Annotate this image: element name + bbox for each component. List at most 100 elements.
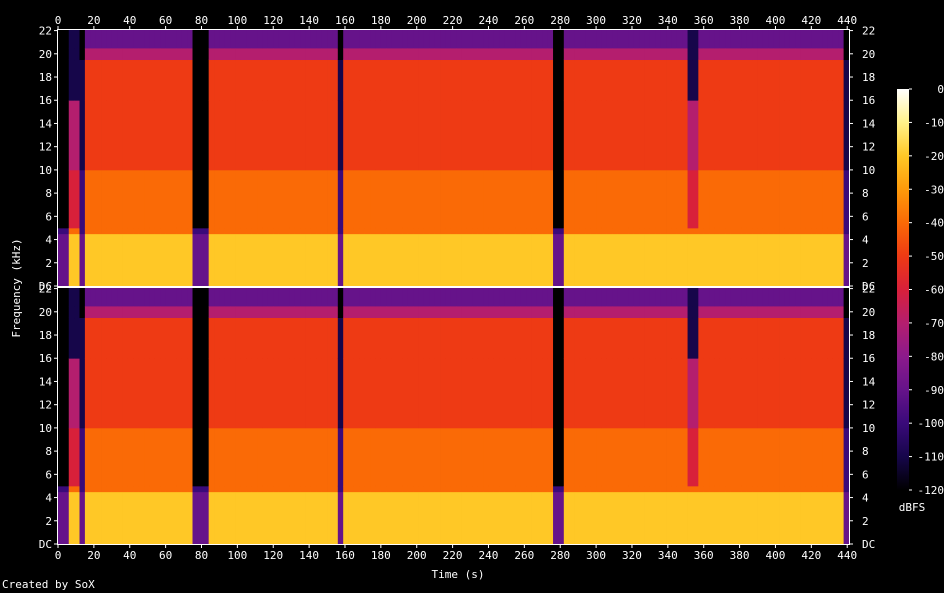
spectrogram-cell: [606, 306, 613, 319]
spectrogram-cell: [709, 485, 715, 493]
spectrogram-cell: [187, 233, 193, 287]
time-column: [79, 288, 86, 545]
x-tick-label: 420: [801, 14, 821, 27]
spectrogram-cell: [90, 169, 97, 229]
spectrogram-cell: [623, 491, 629, 545]
spectrogram-cell: [617, 317, 624, 359]
spectrogram-cell: [413, 427, 419, 487]
spectrogram-cell: [644, 30, 651, 49]
spectrogram-cell: [499, 48, 506, 61]
spectrogram-cell: [822, 485, 828, 493]
spectrogram-cell: [666, 59, 672, 101]
spectrogram-cell: [805, 227, 812, 235]
spectrogram-cell: [278, 48, 285, 61]
spectrogram-cell: [805, 169, 812, 229]
spectrogram-cell: [719, 485, 726, 493]
spectrogram-cell: [353, 48, 360, 61]
spectrogram-cell: [68, 427, 75, 487]
spectrogram-cell: [628, 59, 635, 101]
spectrogram-cell: [800, 317, 807, 359]
time-column: [795, 288, 801, 545]
spectrogram-cell: [800, 233, 807, 287]
spectrogram-cell: [558, 358, 565, 429]
spectrogram-cell: [843, 59, 850, 101]
spectrogram-cell: [612, 358, 619, 429]
spectrogram-cell: [284, 317, 290, 359]
spectrogram-cell: [488, 306, 495, 319]
spectrogram-cell: [488, 358, 495, 429]
time-column: [811, 288, 818, 545]
spectrogram-cell: [461, 491, 468, 545]
spectrogram-cell: [133, 358, 140, 429]
spectrogram-cell: [418, 30, 425, 49]
spectrogram-cell: [149, 485, 156, 493]
time-column: [154, 30, 161, 287]
spectrogram-cell: [58, 358, 64, 429]
spectrogram-cell: [666, 485, 672, 493]
spectrogram-cell: [466, 306, 473, 319]
spectrogram-cell: [816, 227, 823, 235]
spectrogram-cell: [397, 30, 403, 49]
spectrogram-cell: [95, 306, 102, 319]
spectrogram-cell: [262, 288, 269, 307]
spectrogram-cell: [779, 227, 785, 235]
spectrogram-cell: [386, 48, 393, 61]
time-column: [359, 288, 366, 545]
spectrogram-cell: [466, 491, 473, 545]
spectrogram-cell: [601, 317, 608, 359]
spectrogram-cell: [832, 100, 839, 171]
spectrogram-cell: [375, 169, 382, 229]
spectrogram-cell: [267, 491, 274, 545]
y-tick-label: 12: [39, 141, 52, 154]
y-tick-label: DC: [862, 280, 875, 293]
spectrogram-cell: [843, 306, 850, 319]
colorbar-label: dBFS: [899, 501, 926, 514]
spectrogram-cell: [822, 100, 828, 171]
spectrogram-cell: [531, 30, 538, 49]
time-column: [585, 288, 592, 545]
spectrogram-cell: [144, 233, 150, 287]
spectrogram-cell: [214, 169, 220, 229]
spectrogram-cell: [278, 59, 285, 101]
spectrogram-cell: [230, 233, 236, 287]
spectrogram-cell: [585, 427, 592, 487]
y-tick-label: 20: [862, 48, 875, 61]
spectrogram-cell: [154, 48, 161, 61]
spectrogram-cell: [623, 427, 629, 487]
spectrogram-cell: [423, 100, 430, 171]
spectrogram-cell: [510, 317, 516, 359]
time-column: [144, 288, 150, 545]
spectrogram-cell: [542, 485, 549, 493]
spectrogram-cell: [375, 48, 382, 61]
x-tick-label: 140: [299, 14, 319, 27]
spectrogram-cell: [698, 48, 705, 61]
time-column: [397, 288, 403, 545]
spectrogram-cell: [768, 427, 775, 487]
spectrogram-cell: [402, 233, 409, 287]
spectrogram-cell: [773, 491, 780, 545]
y-tick-label: 16: [862, 94, 875, 107]
spectrogram-cell: [224, 100, 231, 171]
spectrogram-cell: [585, 227, 592, 235]
spectrogram-cell: [639, 491, 645, 545]
spectrogram-cell: [628, 30, 635, 49]
spectrogram-cell: [165, 59, 172, 101]
spectrogram-cell: [477, 233, 484, 287]
spectrogram-cell: [294, 485, 301, 493]
spectrogram-cell: [273, 48, 280, 61]
spectrogram-cell: [805, 358, 812, 429]
spectrogram-cell: [413, 100, 419, 171]
time-column: [289, 30, 296, 287]
spectrogram-cell: [273, 233, 280, 287]
spectrogram-cell: [488, 48, 495, 61]
time-column: [843, 288, 850, 545]
time-column: [327, 30, 333, 287]
spectrogram-cell: [84, 59, 91, 101]
spectrogram-cell: [466, 288, 473, 307]
spectrogram-cell: [687, 358, 694, 429]
spectrogram-cell: [106, 358, 113, 429]
spectrogram-cell: [633, 233, 640, 287]
spectrogram-cell: [133, 317, 140, 359]
spectrogram-cell: [316, 59, 323, 101]
spectrogram-cell: [133, 288, 140, 307]
